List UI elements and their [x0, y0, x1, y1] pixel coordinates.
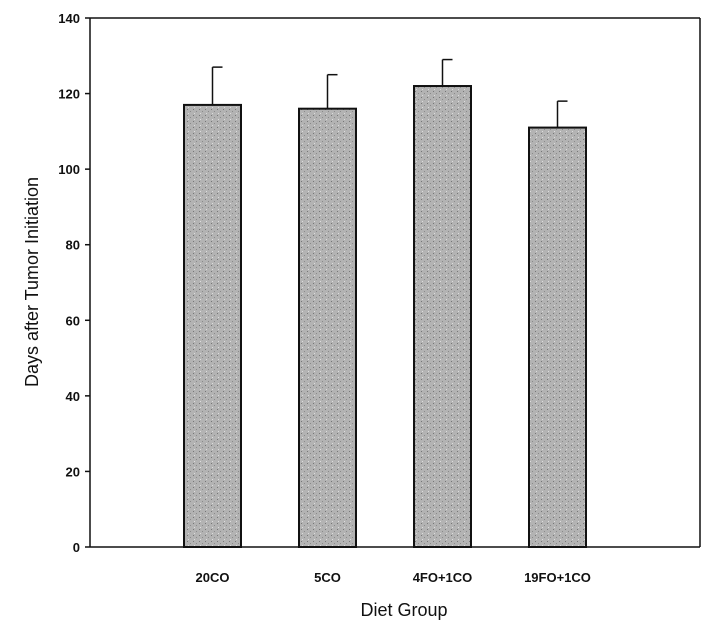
x-axis-title: Diet Group	[360, 600, 447, 620]
y-tick-label: 40	[66, 389, 80, 404]
y-tick-label: 60	[66, 313, 80, 328]
bars-group	[183, 85, 587, 549]
bar-19FO+1CO	[528, 126, 587, 548]
error-bars-group	[211, 58, 568, 128]
x-tick-label: 19FO+1CO	[524, 570, 591, 585]
bar-5CO	[298, 107, 357, 549]
bar-4FO+1CO	[413, 85, 472, 548]
x-tick-label: 5CO	[314, 570, 341, 585]
y-tick-label: 100	[58, 162, 80, 177]
plot-frame	[89, 17, 701, 548]
x-axis-category-labels: 20CO 5CO 4FO+1CO 19FO+1CO	[196, 570, 591, 585]
y-tick-label: 80	[66, 238, 80, 253]
y-axis-title: Days after Tumor Initiation	[22, 177, 42, 387]
bar-20CO	[183, 103, 242, 549]
x-tick-label: 4FO+1CO	[413, 570, 473, 585]
y-tick-label: 20	[66, 464, 80, 479]
y-axis-ticks: 0 20 40 60 80 100 120 140	[58, 11, 90, 555]
x-tick-label: 20CO	[196, 570, 230, 585]
y-tick-label: 140	[58, 11, 80, 26]
y-tick-label: 0	[73, 540, 80, 555]
y-tick-label: 120	[58, 87, 80, 102]
